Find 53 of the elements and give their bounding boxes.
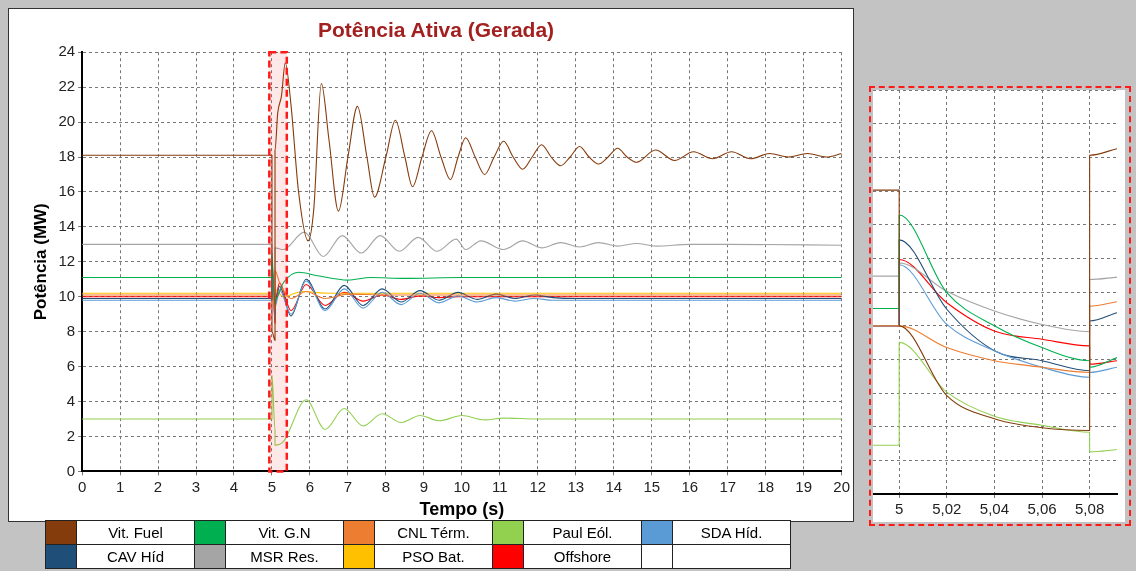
- x-tick-label: 18: [757, 477, 775, 495]
- x-tick-label: 5: [267, 477, 277, 495]
- y-tick-label: 6: [66, 356, 76, 374]
- legend-label: SDA Híd.: [672, 520, 791, 545]
- y-tick-label: 4: [66, 391, 76, 409]
- x-tick-label: 10: [453, 477, 471, 495]
- line-series: [82, 62, 842, 341]
- x-tick-label: 14: [605, 477, 623, 495]
- y-axis-title: Potência (MW): [30, 203, 50, 321]
- x-tick-label: 3: [191, 477, 201, 495]
- x-tick-label: 7: [343, 477, 353, 495]
- x-tick-label: 8: [381, 477, 391, 495]
- y-tick-label: 2: [66, 426, 76, 444]
- x-tick-label: 20: [833, 477, 850, 495]
- y-tick-label: 22: [58, 77, 76, 95]
- chart-title: Potência Ativa (Gerada): [317, 18, 555, 42]
- legend-label: CAV Híd: [76, 544, 195, 569]
- legend-label: PSO Bat.: [374, 544, 493, 569]
- x-tick-label: 4: [229, 477, 239, 495]
- legend-label: MSR Res.: [225, 544, 344, 569]
- x-tick-label: 11: [492, 477, 508, 495]
- x-tick-label: 1: [115, 477, 125, 495]
- x-tick-label: 0: [77, 477, 87, 495]
- y-tick-label: 16: [58, 182, 76, 200]
- x-tick-label: 16: [681, 477, 699, 495]
- y-tick-label: 20: [58, 112, 76, 130]
- y-tick-label: 0: [66, 461, 76, 479]
- legend-label: Paul Eól.: [523, 520, 642, 545]
- x-tick-label: 6: [305, 477, 315, 495]
- y-tick-label: 14: [58, 217, 76, 235]
- x-tick-label: 17: [719, 477, 737, 495]
- x-tick-label: 5,08: [1075, 500, 1105, 518]
- legend-label: Offshore: [523, 544, 642, 569]
- y-tick-label: 12: [58, 251, 76, 269]
- legend-label: CNL Térm.: [374, 520, 493, 545]
- x-tick-label: 5,02: [932, 500, 962, 518]
- x-tick-label: 12: [529, 477, 547, 495]
- legend-label: Vit. G.N: [225, 520, 344, 545]
- x-tick-label: 5: [895, 500, 904, 518]
- x-tick-label: 5,04: [979, 500, 1010, 518]
- x-tick-label: 5,06: [1027, 500, 1057, 518]
- x-tick-label: 2: [153, 477, 163, 495]
- legend-label: Vit. Fuel: [76, 520, 195, 545]
- y-tick-label: 10: [58, 286, 76, 304]
- x-axis-title: Tempo (s): [419, 499, 505, 520]
- x-tick-label: 15: [643, 477, 661, 495]
- x-tick-label: 9: [419, 477, 429, 495]
- y-tick-label: 18: [58, 147, 76, 165]
- x-tick-label: 13: [567, 477, 585, 495]
- line-series: [82, 374, 842, 446]
- y-tick-label: 24: [58, 42, 76, 60]
- y-tick-label: 8: [66, 321, 76, 339]
- x-tick-label: 19: [795, 477, 813, 495]
